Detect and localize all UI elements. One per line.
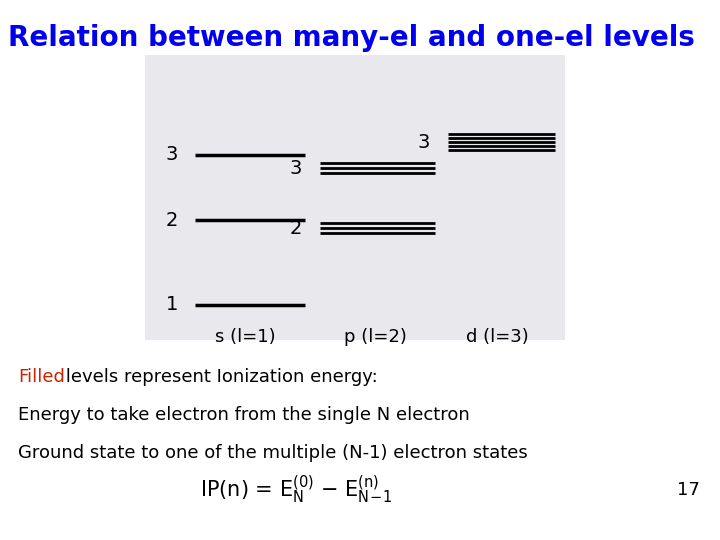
Text: levels represent Ionization energy:: levels represent Ionization energy: — [60, 368, 378, 386]
Text: 3: 3 — [418, 132, 430, 152]
Text: p (l=2): p (l=2) — [343, 328, 406, 346]
Bar — [145, 55, 565, 340]
Text: d (l=3): d (l=3) — [466, 328, 528, 346]
Text: s (l=1): s (l=1) — [215, 328, 275, 346]
Text: 3: 3 — [289, 159, 302, 178]
Text: Energy to take electron from the single N electron: Energy to take electron from the single … — [18, 406, 469, 424]
Text: 3: 3 — [166, 145, 178, 165]
Text: IP(n) = $\mathrm{E_N^{(0)}}$ $-$ $\mathrm{E_{N\!-\!1}^{(n)}}$: IP(n) = $\mathrm{E_N^{(0)}}$ $-$ $\mathr… — [200, 474, 392, 507]
Text: 2: 2 — [166, 211, 178, 229]
Text: 17: 17 — [677, 481, 700, 499]
Text: 1: 1 — [166, 295, 178, 314]
Text: Filled: Filled — [18, 368, 65, 386]
Text: 2: 2 — [289, 219, 302, 238]
Text: Ground state to one of the multiple (N-1) electron states: Ground state to one of the multiple (N-1… — [18, 444, 528, 462]
Text: Relation between many-el and one-el levels: Relation between many-el and one-el leve… — [8, 24, 695, 52]
